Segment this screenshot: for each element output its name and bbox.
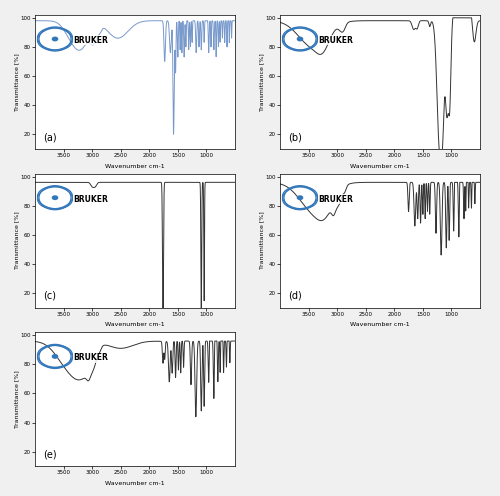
Circle shape — [298, 37, 302, 41]
Text: (b): (b) — [288, 132, 302, 142]
Text: (a): (a) — [43, 132, 57, 142]
Circle shape — [298, 196, 302, 199]
Circle shape — [52, 37, 58, 41]
Y-axis label: Transmittance [%]: Transmittance [%] — [14, 212, 19, 269]
Y-axis label: Transmittance [%]: Transmittance [%] — [14, 371, 19, 428]
Circle shape — [52, 196, 58, 199]
X-axis label: Wavenumber cm-1: Wavenumber cm-1 — [105, 481, 165, 486]
X-axis label: Wavenumber cm-1: Wavenumber cm-1 — [105, 164, 165, 169]
Circle shape — [52, 355, 58, 358]
Y-axis label: Transmittance [%]: Transmittance [%] — [259, 53, 264, 111]
Text: (c): (c) — [43, 291, 56, 301]
X-axis label: Wavenumber cm-1: Wavenumber cm-1 — [350, 164, 410, 169]
Text: BRUKER: BRUKER — [73, 194, 108, 203]
Y-axis label: Transmittance [%]: Transmittance [%] — [259, 212, 264, 269]
Text: BRUKER: BRUKER — [318, 36, 353, 45]
X-axis label: Wavenumber cm-1: Wavenumber cm-1 — [350, 322, 410, 327]
X-axis label: Wavenumber cm-1: Wavenumber cm-1 — [105, 322, 165, 327]
Y-axis label: Transmittance [%]: Transmittance [%] — [14, 53, 19, 111]
Text: BRUKER: BRUKER — [73, 36, 108, 45]
Text: (d): (d) — [288, 291, 302, 301]
Text: (e): (e) — [43, 449, 57, 459]
Text: BRUKER: BRUKER — [318, 194, 353, 203]
Text: BRUKER: BRUKER — [73, 353, 108, 362]
